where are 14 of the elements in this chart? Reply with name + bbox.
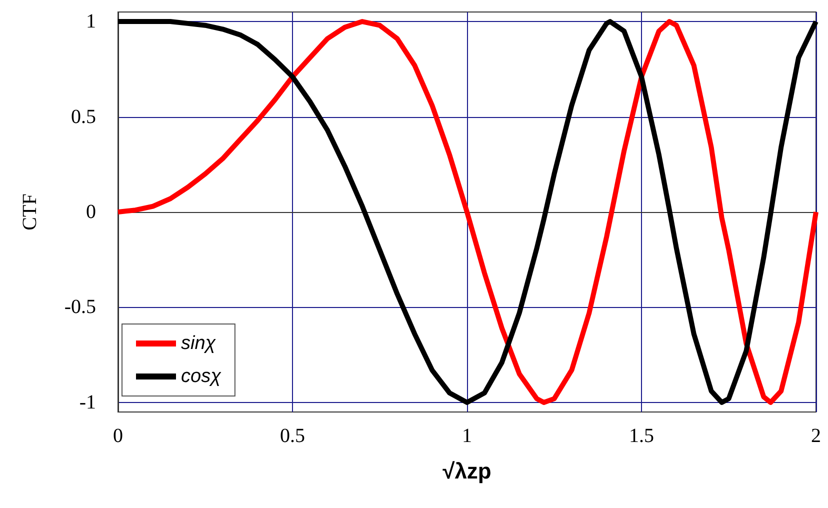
x-tick-label: 0 (113, 425, 123, 447)
x-tick-label: 2 (811, 425, 821, 447)
y-tick-label: -0.5 (64, 296, 96, 318)
y-tick-label: 0.5 (71, 106, 96, 128)
y-axis-title: CTF (19, 194, 41, 230)
y-tick-label: -1 (79, 391, 96, 414)
legend-label: cosχ (181, 366, 222, 387)
x-tick-label: 0.5 (280, 425, 305, 447)
x-axis-title: √λzp (442, 458, 492, 484)
legend-label: sinχ (181, 333, 216, 354)
x-tick-label: 1 (462, 425, 472, 447)
x-tick-label: 1.5 (629, 425, 654, 447)
y-tick-label: 0 (86, 201, 96, 223)
y-tick-label: 1 (86, 10, 96, 33)
